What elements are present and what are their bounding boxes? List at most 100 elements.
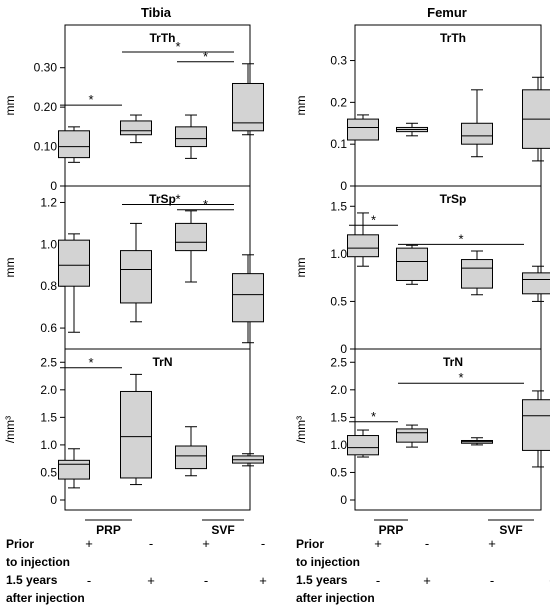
significance-star: *	[458, 231, 463, 246]
box-2	[120, 373, 152, 486]
box-2	[120, 114, 152, 144]
y-tick-label: 0	[50, 179, 57, 193]
y-axis-label: mm	[294, 258, 308, 278]
significance-star: *	[458, 370, 463, 385]
row-label: 1.5 years	[296, 573, 348, 587]
y-tick-label: 0.3	[330, 54, 347, 68]
y-tick-label: 1.0	[40, 438, 57, 452]
treatment-sign: +	[488, 536, 496, 551]
y-axis-label: mm	[3, 96, 17, 116]
box-3	[175, 210, 207, 283]
box-4	[232, 254, 264, 344]
panel-title: TrSp	[149, 192, 176, 206]
y-tick-label: 2.0	[330, 383, 347, 397]
box-iqr	[347, 234, 379, 258]
box-iqr	[461, 122, 493, 145]
treatment-sign: +	[259, 573, 267, 588]
box-iqr	[58, 130, 90, 159]
y-tick-label: 0.5	[330, 465, 347, 479]
treatment-sign: -	[376, 573, 380, 588]
box-1	[58, 233, 90, 333]
y-tick-label: 0.5	[40, 465, 57, 479]
box-iqr	[175, 126, 207, 148]
box-4	[522, 265, 550, 302]
group-label-svf: SVF	[499, 523, 522, 537]
panel-title: TrSp	[440, 192, 467, 206]
treatment-sign: -	[149, 536, 153, 551]
box-2	[396, 424, 428, 448]
box-1	[58, 448, 90, 489]
significance-star: *	[371, 409, 376, 424]
box-4	[232, 63, 264, 136]
y-tick-label: 1.0	[330, 438, 347, 452]
box-1	[58, 126, 90, 163]
box-iqr	[347, 435, 379, 456]
box-2	[120, 222, 152, 323]
box-iqr	[120, 250, 152, 304]
box-3	[175, 114, 207, 159]
y-tick-label: 2.0	[40, 383, 57, 397]
y-tick-label: 0.8	[40, 279, 57, 293]
y-tick-label: 2.5	[40, 355, 57, 369]
group-label-svf: SVF	[211, 523, 234, 537]
treatment-sign: -	[490, 573, 494, 588]
treatment-sign: +	[85, 536, 93, 551]
panel-frame	[354, 24, 542, 187]
y-tick-label: 1.2	[40, 195, 57, 209]
box-iqr	[175, 222, 207, 252]
treatment-sign: -	[87, 573, 91, 588]
y-tick-label: 0.30	[34, 61, 58, 75]
treatment-sign: +	[374, 536, 382, 551]
y-tick-label: 1.5	[330, 199, 347, 213]
box-iqr	[58, 459, 90, 480]
treatment-sign: +	[423, 573, 431, 588]
box-iqr	[461, 259, 493, 289]
y-axis-label: /mm³	[294, 416, 308, 443]
y-tick-label: 2.5	[330, 355, 347, 369]
y-tick-label: 0.1	[330, 137, 347, 151]
y-axis-label: /mm³	[3, 416, 17, 443]
y-tick-label: 1.5	[40, 410, 57, 424]
significance-star: *	[203, 197, 208, 212]
panel-title: TrN	[443, 355, 463, 369]
panel-tibia-trn: TrN 0 0.5 1.0 1.5 2.0 2.5/mm³ *	[3, 348, 264, 511]
panel-tibia-trth: TrTh 0 0.10 0.20 0.30 mm * * *	[3, 24, 264, 193]
row-label: Prior	[296, 537, 324, 551]
box-3	[461, 437, 493, 446]
box-iqr	[522, 399, 550, 451]
treatment-sign: -	[261, 536, 265, 551]
y-tick-label: 0	[340, 179, 347, 193]
box-4	[522, 390, 550, 468]
significance-star: *	[88, 92, 93, 107]
row-label: Prior	[6, 537, 34, 551]
y-axis-label: mm	[3, 258, 17, 278]
panel-femur-trsp: TrSp 0 0.5 1.0 1.5 mm * *	[294, 185, 550, 356]
box-4	[522, 76, 550, 162]
y-tick-label: 0	[50, 493, 57, 507]
group-label-prp: PRP	[96, 523, 121, 537]
box-1	[347, 212, 379, 267]
y-tick-label: 0.6	[40, 321, 57, 335]
significance-star: *	[88, 355, 93, 370]
y-tick-label: 0	[340, 342, 347, 356]
column-title-tibia: Tibia	[141, 5, 172, 20]
box-iqr	[232, 273, 264, 323]
panel-femur-trth: TrTh 0 0.1 0.2 0.3 mm	[294, 24, 550, 193]
panel-femur-trn: TrN 0 0.5 1.0 1.5 2.0 2.5/mm³ * *	[294, 348, 550, 511]
y-tick-label: 0.2	[330, 95, 347, 109]
box-3	[175, 426, 207, 477]
panel-frame	[64, 185, 251, 350]
panel-frame	[354, 348, 542, 511]
box-2	[396, 122, 428, 137]
box-4	[232, 453, 264, 467]
significance-star: *	[175, 192, 180, 207]
panel-frame	[354, 185, 542, 350]
box-iqr	[396, 428, 428, 443]
significance-star: *	[175, 39, 180, 54]
box-1	[347, 114, 379, 141]
panel-title: TrTh	[150, 31, 176, 45]
row-label: to injection	[6, 555, 70, 569]
row-label: after injection	[6, 591, 85, 605]
